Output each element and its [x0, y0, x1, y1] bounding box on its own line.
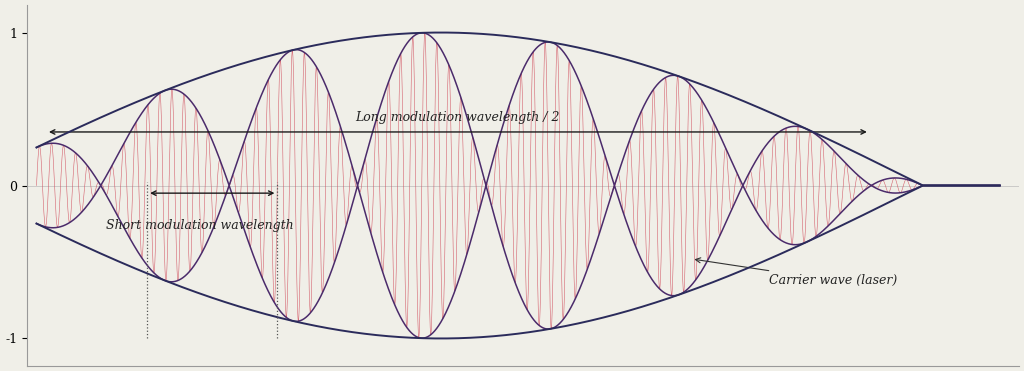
Text: Carrier wave (laser): Carrier wave (laser) [695, 258, 897, 287]
Text: Short modulation wavelength: Short modulation wavelength [106, 219, 294, 232]
Text: Long modulation wavelength / 2: Long modulation wavelength / 2 [355, 111, 560, 124]
